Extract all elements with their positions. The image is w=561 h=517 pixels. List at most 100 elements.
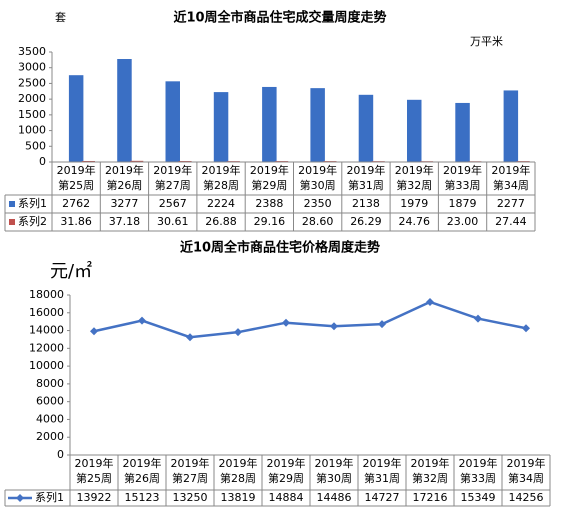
x-tick-label: 2019年 <box>105 163 144 177</box>
x-tick-label: 第25周 <box>76 471 112 485</box>
x-tick-label: 第28周 <box>220 471 256 485</box>
bar <box>455 102 470 162</box>
x-tick-label: 第31周 <box>364 471 400 485</box>
table-value: 14486 <box>317 491 352 504</box>
x-tick-label: 2019年 <box>75 456 114 470</box>
x-tick-label: 第30周 <box>316 471 352 485</box>
x-tick-label: 2019年 <box>219 456 258 470</box>
y-axis-unit: 套 <box>55 11 66 24</box>
table-value: 3277 <box>110 197 138 210</box>
marker <box>234 328 242 337</box>
legend-marker <box>16 494 24 502</box>
bar <box>117 59 132 162</box>
y-tick-label: 3500 <box>18 45 46 58</box>
legend-label: 系列2 <box>18 214 47 228</box>
x-tick-label: 第34周 <box>508 471 544 485</box>
y-axis-unit: 元/㎡ <box>50 260 92 282</box>
x-tick-label: 第34周 <box>493 178 529 192</box>
marker <box>90 327 98 336</box>
table-value: 30.61 <box>157 215 189 228</box>
bar <box>81 160 95 162</box>
table-value: 2224 <box>207 197 235 210</box>
x-tick-label: 第31周 <box>348 178 384 192</box>
y-tick-label: 2000 <box>18 92 46 105</box>
table-value: 2138 <box>352 197 380 210</box>
x-tick-label: 2019年 <box>153 163 192 177</box>
table-value: 1979 <box>400 197 428 210</box>
y-tick-label: 2500 <box>18 76 46 89</box>
table-value: 1879 <box>449 197 477 210</box>
bar <box>130 160 144 162</box>
marker <box>474 314 482 323</box>
chart-title: 近10周全市商品住宅成交量周度走势 <box>173 10 386 26</box>
marker <box>522 324 530 333</box>
table-value: 17216 <box>413 491 448 504</box>
bar <box>262 86 277 162</box>
x-tick-label: 第27周 <box>155 178 191 192</box>
bar <box>68 75 84 162</box>
y-tick-label: 10000 <box>29 359 64 372</box>
table-value: 2277 <box>497 197 525 210</box>
table-value: 2388 <box>255 197 283 210</box>
bar <box>165 81 180 162</box>
y-tick-label: 6000 <box>36 395 64 408</box>
x-tick-label: 2019年 <box>250 163 289 177</box>
marker <box>186 333 194 342</box>
line <box>93 300 527 339</box>
bar <box>358 94 374 162</box>
x-tick-label: 第33周 <box>460 471 496 485</box>
x-tick-label: 2019年 <box>363 456 402 470</box>
bar <box>310 88 325 162</box>
y-tick-label: 16000 <box>29 306 64 319</box>
table-value: 26.88 <box>205 215 237 228</box>
marker <box>330 322 338 331</box>
x-tick-label: 2019年 <box>459 456 498 470</box>
table-value: 2762 <box>62 197 90 210</box>
x-tick-label: 2019年 <box>123 456 162 470</box>
table-value: 24.76 <box>399 215 431 228</box>
table-value: 14727 <box>365 491 400 504</box>
table-value: 15123 <box>125 491 160 504</box>
table-value: 2350 <box>304 197 332 210</box>
table-value: 15349 <box>461 491 496 504</box>
legend-swatch <box>9 201 15 207</box>
marker <box>426 297 434 306</box>
x-tick-label: 2019年 <box>315 456 354 470</box>
table-value: 2567 <box>159 197 187 210</box>
y-tick-label: 0 <box>57 448 64 461</box>
x-tick-label: 2019年 <box>346 163 385 177</box>
y-tick-label: 8000 <box>36 377 64 390</box>
table-value: 13922 <box>77 491 112 504</box>
legend-swatch <box>9 219 15 225</box>
table-value: 13250 <box>173 491 208 504</box>
x-tick-label: 第29周 <box>268 471 304 485</box>
y-tick-label: 12000 <box>29 341 64 354</box>
y-tick-label: 4000 <box>36 412 64 425</box>
table-value: 29.16 <box>254 215 286 228</box>
marker <box>378 320 386 329</box>
x-tick-label: 2019年 <box>267 456 306 470</box>
bar <box>503 90 519 162</box>
x-tick-label: 2019年 <box>443 163 482 177</box>
table-value: 26.29 <box>350 215 382 228</box>
table-value: 27.44 <box>495 215 527 228</box>
x-tick-label: 第29周 <box>251 178 287 192</box>
table-value: 31.86 <box>60 215 92 228</box>
x-tick-label: 第26周 <box>124 471 160 485</box>
x-tick-label: 2019年 <box>411 456 450 470</box>
x-tick-label: 第25周 <box>58 178 94 192</box>
x-tick-label: 第30周 <box>300 178 336 192</box>
marker <box>138 316 146 325</box>
y-tick-label: 3000 <box>18 61 46 74</box>
legend-label: 系列1 <box>18 196 47 210</box>
legend-label: 系列1 <box>35 490 64 504</box>
bar <box>407 99 422 162</box>
y-tick-label: 1500 <box>18 108 46 121</box>
x-tick-label: 第32周 <box>396 178 432 192</box>
x-tick-label: 2019年 <box>202 163 241 177</box>
x-tick-label: 2019年 <box>491 163 530 177</box>
y-tick-label: 14000 <box>29 324 64 337</box>
x-tick-label: 第28周 <box>203 178 239 192</box>
bar <box>213 92 229 162</box>
